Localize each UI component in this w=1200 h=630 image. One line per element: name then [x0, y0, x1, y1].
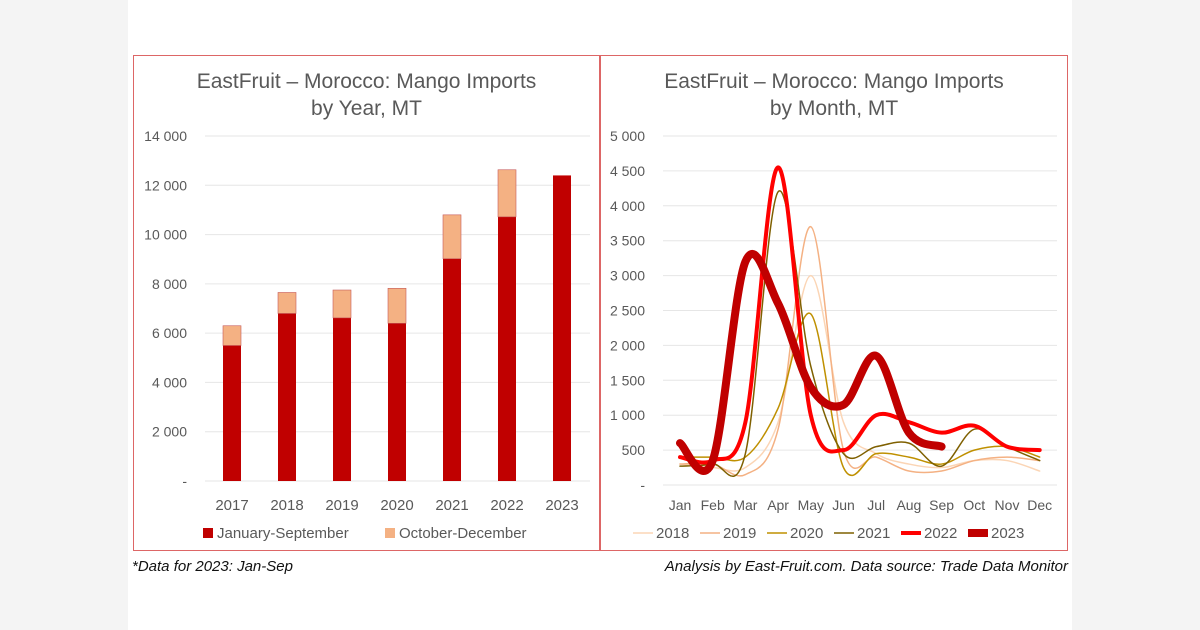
legend-label: 2023 — [991, 525, 1024, 542]
line-2019 — [679, 225, 1041, 477]
source-note: Analysis by East-Fruit.com. Data source:… — [664, 558, 1068, 575]
bar-january-september-2023 — [553, 175, 571, 481]
y-tick-label: 2 500 — [610, 303, 645, 319]
y-tick-label: - — [640, 477, 645, 493]
legend-label: 2021 — [857, 525, 890, 542]
y-tick-label: 500 — [622, 442, 646, 458]
yearly-chart-title: EastFruit – Morocco: Mango Imports by Yea… — [134, 68, 599, 122]
bar-october-december-2021 — [442, 214, 462, 260]
y-tick-label: 14 000 — [144, 128, 187, 144]
x-tick-label: May — [798, 497, 824, 513]
bar-january-september-2022 — [498, 216, 516, 482]
legend-label: January-September — [217, 525, 349, 542]
x-tick-label: Sep — [929, 497, 954, 513]
y-tick-label: 4 000 — [610, 198, 645, 214]
legend-swatch — [203, 528, 213, 538]
x-tick-label: 2018 — [270, 497, 303, 514]
subtitle-line: by Year, MT — [311, 97, 422, 120]
line-2021 — [679, 190, 1041, 478]
x-tick-label: Apr — [767, 497, 789, 513]
monthly-chart-panel: EastFruit – Morocco: Mango Imports by Mon… — [600, 55, 1068, 551]
bar-january-september-2018 — [278, 313, 296, 481]
x-tick-label: 2019 — [325, 497, 358, 514]
right-margin — [1072, 0, 1200, 630]
x-tick-label: 2023 — [545, 497, 578, 514]
bar-january-september-2021 — [443, 258, 461, 481]
y-tick-label: 3 000 — [610, 268, 645, 284]
footnote: *Data for 2023: Jan-Sep — [132, 558, 293, 575]
y-tick-label: 2 000 — [152, 424, 187, 440]
y-tick-label: 8 000 — [152, 276, 187, 292]
x-tick-label: Oct — [963, 497, 985, 513]
legend-label: October-December — [399, 525, 527, 542]
x-tick-label: Jan — [669, 497, 692, 513]
y-tick-label: 6 000 — [152, 325, 187, 341]
title-line: EastFruit – Morocco: Mango Imports — [196, 70, 537, 93]
x-tick-label: Aug — [896, 497, 921, 513]
line-2020 — [679, 312, 1041, 477]
legend-swatch — [385, 528, 395, 538]
bar-january-september-2019 — [333, 317, 351, 481]
y-tick-label: 5 000 — [610, 128, 645, 144]
y-tick-label: - — [182, 473, 187, 489]
bar-october-december-2017 — [222, 325, 242, 346]
legend-label: 2022 — [924, 525, 957, 542]
x-tick-label: Dec — [1027, 497, 1052, 513]
legend-label: 2019 — [723, 525, 756, 542]
bar-october-december-2019 — [332, 289, 352, 319]
y-tick-label: 10 000 — [144, 227, 187, 243]
y-tick-label: 2 000 — [610, 337, 645, 353]
legend-label: 2018 — [656, 525, 689, 542]
x-tick-label: Nov — [995, 497, 1020, 513]
yearly-chart-panel: EastFruit – Morocco: Mango Imports by Yea… — [133, 55, 600, 551]
x-tick-label: 2022 — [490, 497, 523, 514]
bar-january-september-2017 — [223, 345, 241, 481]
x-tick-label: 2021 — [435, 497, 468, 514]
bar-october-december-2020 — [387, 287, 407, 324]
x-tick-label: Jun — [832, 497, 855, 513]
bar-october-december-2018 — [277, 292, 297, 314]
subtitle-line: by Month, MT — [769, 97, 899, 120]
y-tick-label: 4 000 — [152, 374, 187, 390]
y-tick-label: 4 500 — [610, 163, 645, 179]
y-tick-label: 1 000 — [610, 407, 645, 423]
monthly-chart-title: EastFruit – Morocco: Mango Imports by Mon… — [601, 68, 1067, 122]
line-2022 — [678, 165, 1042, 465]
bar-january-september-2020 — [388, 323, 406, 481]
y-tick-label: 1 500 — [610, 372, 645, 388]
x-tick-label: 2017 — [215, 497, 248, 514]
left-margin — [0, 0, 128, 630]
y-tick-label: 12 000 — [144, 177, 187, 193]
bar-october-december-2022 — [497, 169, 517, 218]
x-tick-label: 2020 — [380, 497, 413, 514]
x-tick-label: Mar — [733, 497, 757, 513]
title-line: EastFruit – Morocco: Mango Imports — [664, 70, 1004, 93]
x-tick-label: Jul — [867, 497, 885, 513]
line-2023 — [676, 250, 946, 475]
y-tick-label: 3 500 — [610, 233, 645, 249]
legend-label: 2020 — [790, 525, 823, 542]
x-tick-label: Feb — [701, 497, 725, 513]
